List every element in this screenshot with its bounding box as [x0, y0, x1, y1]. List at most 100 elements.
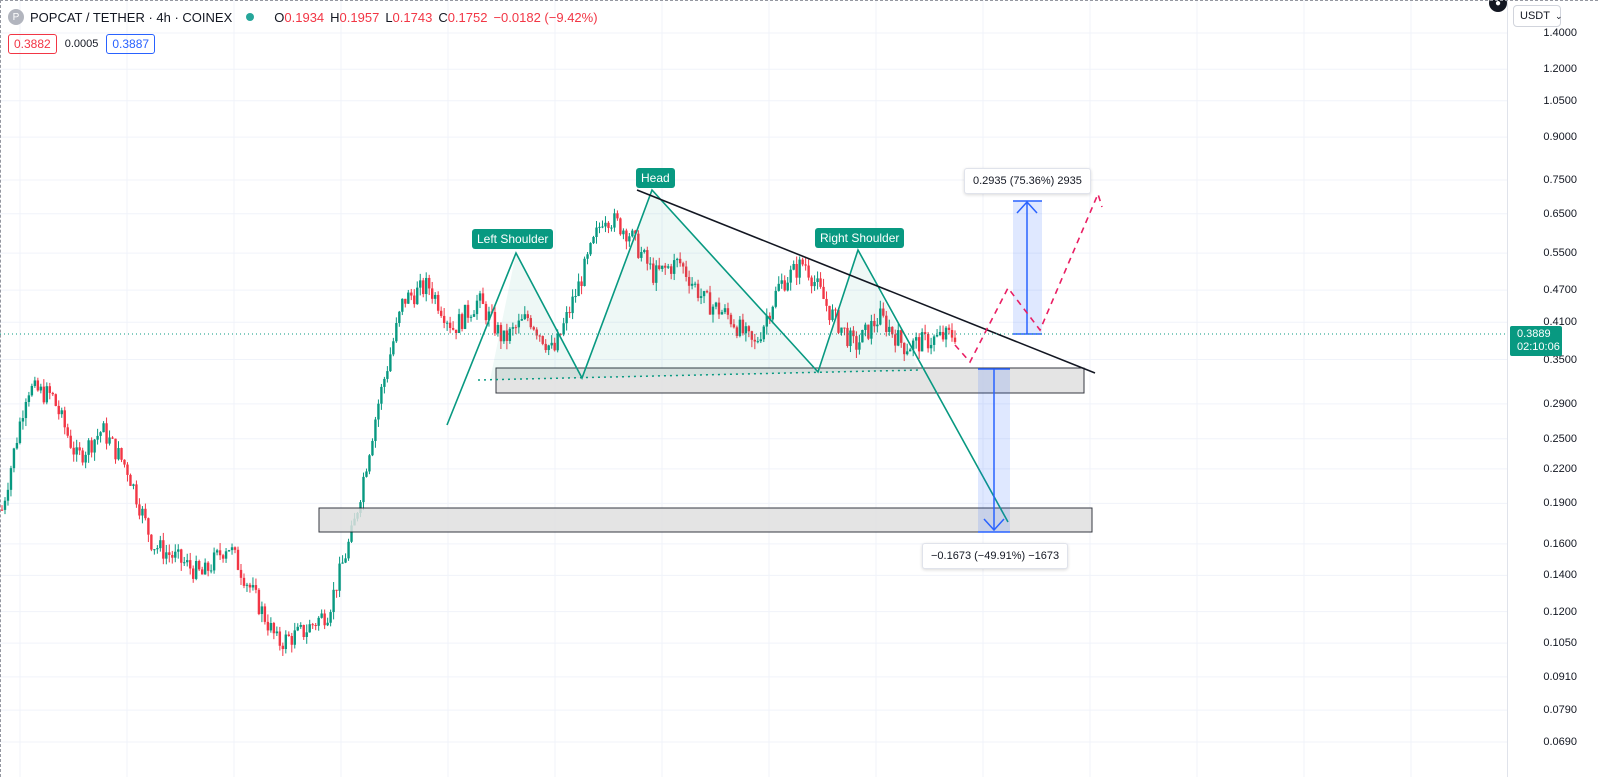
candle-body: [60, 410, 63, 415]
candle-body: [738, 319, 742, 336]
candle-body: [272, 623, 276, 634]
candle-body: [634, 230, 637, 234]
neckline[interactable]: [477, 369, 921, 381]
candle-body: [547, 345, 550, 351]
candle-body: [867, 324, 870, 339]
candle-body: [903, 342, 906, 355]
candle-body: [870, 320, 873, 339]
candlestick-series: [0, 208, 957, 656]
symbol-logo-icon[interactable]: P: [8, 9, 24, 25]
candle-body: [792, 263, 795, 270]
candle-body: [714, 302, 718, 307]
price-tick-label: 0.2500: [1543, 432, 1577, 445]
candle-body: [816, 278, 819, 283]
candle-body: [684, 266, 688, 277]
candle-body: [344, 558, 347, 563]
candle-body: [953, 337, 957, 342]
candle-body: [699, 296, 703, 298]
head-and-shoulders-fill: [490, 190, 920, 380]
candle-body: [911, 340, 915, 350]
candle-body: [598, 226, 601, 228]
measure-down-arrowhead: [983, 518, 1005, 532]
candle-body: [389, 354, 392, 372]
candle-body: [920, 332, 924, 352]
chart-pane[interactable]: Left Shoulder Head Right Shoulder 0.2935…: [0, 0, 1507, 777]
candle-body: [831, 309, 834, 321]
candle-body: [574, 296, 577, 298]
candle-body: [150, 534, 153, 550]
symbol-title[interactable]: POPCAT / TETHER · 4h · COINEX: [30, 9, 233, 25]
candle-body: [472, 314, 476, 317]
price-tick-label: 0.4100: [1543, 316, 1577, 329]
candle-body: [535, 329, 538, 336]
support-zone-upper[interactable]: [495, 367, 1085, 394]
market-status-dot-icon: [246, 13, 255, 21]
currency-select[interactable]: USDT ⌄: [1513, 5, 1563, 27]
left-shoulder-label[interactable]: Left Shoulder: [472, 229, 554, 249]
descending-trendline[interactable]: [636, 189, 1096, 374]
candle-body: [395, 323, 398, 342]
candle-body: [194, 560, 198, 579]
candle-body: [529, 318, 532, 328]
candle-body: [33, 380, 37, 386]
candle-body: [938, 331, 942, 336]
candle-body: [511, 327, 515, 329]
candle-body: [269, 623, 273, 631]
candle-body: [941, 331, 945, 340]
candle-body: [290, 636, 293, 645]
price-tick-label: 0.2900: [1543, 397, 1577, 410]
candle-body: [843, 327, 846, 329]
candle-body: [720, 312, 724, 315]
candle-body: [849, 330, 852, 347]
buy-price-button[interactable]: 0.3887: [106, 34, 156, 54]
candle-body: [332, 589, 335, 613]
head-label[interactable]: Head: [636, 168, 675, 188]
candle-body: [171, 554, 174, 558]
price-tick-label: 0.1400: [1543, 569, 1577, 582]
candle-body: [430, 288, 434, 299]
candle-body: [553, 342, 556, 351]
candle-body: [218, 550, 222, 556]
candle-body: [200, 569, 204, 575]
camera-icon[interactable]: ●: [1489, 0, 1507, 12]
candle-body: [239, 569, 243, 578]
candle-body: [203, 562, 207, 575]
candle-body: [577, 281, 580, 297]
candle-body: [825, 298, 828, 306]
candle-body: [711, 306, 715, 315]
head-and-shoulders-pattern[interactable]: [446, 188, 1009, 523]
candle-body: [299, 625, 302, 627]
candle-body: [419, 280, 422, 288]
chart-grid: [0, 0, 1507, 777]
currency-label: USDT: [1520, 10, 1550, 22]
candle-body: [12, 448, 16, 469]
measure-up-arrowhead: [1016, 200, 1038, 214]
right-shoulder-label[interactable]: Right Shoulder: [815, 228, 905, 248]
candle-body: [819, 278, 822, 287]
ohlc-change: −0.0182 (−9.42%): [493, 9, 598, 25]
candle-body: [177, 549, 180, 552]
candle-body: [607, 222, 610, 228]
candle-body: [556, 333, 559, 351]
candle-body: [765, 315, 768, 327]
price-tick-label: 0.1050: [1543, 637, 1577, 650]
support-zone-lower[interactable]: [318, 507, 1093, 533]
candle-body: [24, 402, 28, 419]
price-tick-label: 0.2200: [1543, 462, 1577, 475]
candle-body: [21, 418, 25, 422]
price-tick-label: 0.0790: [1543, 704, 1577, 717]
sell-price-button[interactable]: 0.3882: [8, 34, 57, 54]
candle-body: [732, 324, 736, 328]
bullish-projection-path[interactable]: [954, 191, 1103, 364]
price-tick-label: 0.0910: [1543, 670, 1577, 683]
price-axis[interactable]: 1.4000 1.2000 1.0500 0.9000 0.7500 0.6500 0.55…: [1507, 0, 1598, 777]
candle-body: [96, 435, 99, 440]
candle-body: [305, 632, 308, 638]
chart-canvas[interactable]: [0, 0, 1507, 777]
candle-body: [174, 551, 177, 558]
candle-body: [926, 333, 930, 349]
candle-body: [320, 613, 323, 618]
candle-body: [314, 624, 317, 626]
candle-body: [236, 549, 240, 570]
candle-body: [36, 380, 40, 391]
